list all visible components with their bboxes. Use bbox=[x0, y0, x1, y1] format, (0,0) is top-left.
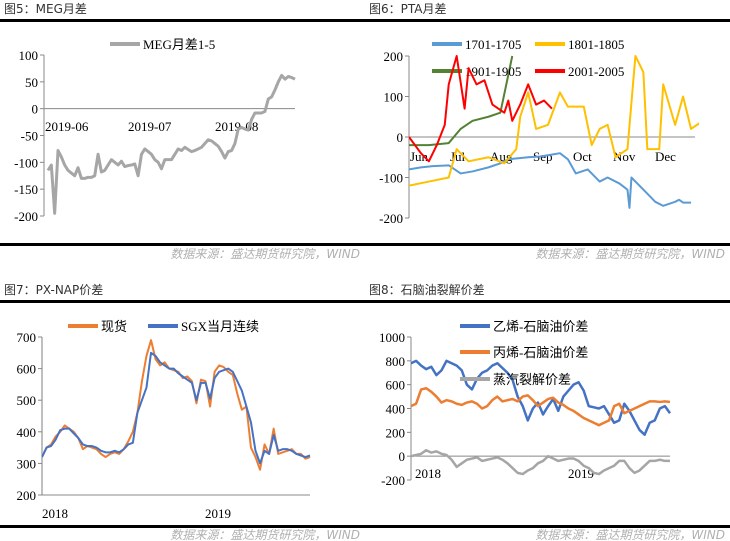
legend-label: 乙烯-石脑油价差 bbox=[493, 319, 588, 334]
y-tick-label: -100 bbox=[379, 171, 403, 186]
x-tick-label: 2019 bbox=[568, 466, 594, 481]
x-tick-label: Jun bbox=[410, 149, 429, 164]
divider bbox=[0, 243, 365, 246]
y-tick-label: -200 bbox=[14, 209, 38, 224]
legend-label: SGX当月连续 bbox=[181, 319, 259, 334]
y-tick-label: 100 bbox=[19, 48, 39, 63]
legend-label: 1901-1905 bbox=[465, 64, 521, 79]
series-line-2 bbox=[409, 55, 699, 187]
y-tick-label: 500 bbox=[17, 393, 37, 408]
legend-label: 2001-2005 bbox=[568, 64, 624, 79]
chart-title-pta: 图6：PTA月差 bbox=[369, 2, 447, 16]
y-tick-label: 200 bbox=[386, 425, 406, 440]
divider bbox=[0, 525, 365, 528]
y-tick-label: -50 bbox=[21, 129, 38, 144]
legend-label: 1701-1705 bbox=[465, 37, 521, 52]
source-note: 数据来源：盛达期货研究院，WIND bbox=[170, 528, 360, 541]
divider bbox=[0, 300, 365, 303]
divider bbox=[365, 19, 730, 22]
chart-title-px-nap: 图7：PX-NAP价差 bbox=[4, 283, 104, 297]
chart-4: 1000 800 600 400 200 0 -200 2018 2019 乙烯-石脑油价差丙烯-… bbox=[379, 319, 672, 488]
legend-label: 蒸汽裂解价差 bbox=[493, 372, 571, 387]
series-line-1 bbox=[46, 73, 296, 215]
source-note: 数据来源：盛达期货研究院，WIND bbox=[535, 247, 725, 261]
series-line-1 bbox=[411, 359, 672, 436]
source-note: 数据来源：盛达期货研究院，WIND bbox=[170, 247, 360, 261]
x-tick-label: Nov bbox=[613, 149, 636, 164]
divider bbox=[365, 525, 730, 528]
y-tick-label: -150 bbox=[14, 182, 38, 197]
x-tick-label: 2019 bbox=[205, 506, 231, 521]
y-tick-label: 400 bbox=[17, 425, 37, 440]
y-tick-label: 0 bbox=[399, 449, 406, 464]
series-line-3 bbox=[409, 55, 514, 147]
y-tick-label: 200 bbox=[17, 488, 37, 503]
x-tick-label: 2019-06 bbox=[45, 119, 89, 134]
x-tick-label: Dec bbox=[655, 149, 676, 164]
legend-label: 丙烯-石脑油价差 bbox=[493, 345, 588, 360]
y-tick-label: -200 bbox=[381, 473, 405, 488]
y-tick-label: 0 bbox=[397, 130, 404, 145]
y-tick-label: 600 bbox=[386, 378, 406, 393]
legend-label: MEG月差1-5 bbox=[143, 37, 215, 52]
legend-label: 现货 bbox=[101, 319, 127, 334]
x-tick-label: 2018 bbox=[42, 506, 68, 521]
divider bbox=[365, 243, 730, 246]
series-line-2 bbox=[42, 351, 311, 465]
y-tick-label: -100 bbox=[14, 155, 38, 170]
chart-title-meg: 图5：MEG月差 bbox=[4, 2, 87, 16]
y-tick-label: 0 bbox=[32, 102, 39, 117]
y-tick-label: 600 bbox=[17, 362, 37, 377]
series-line-4 bbox=[409, 55, 553, 163]
divider bbox=[365, 300, 730, 303]
y-tick-label: 300 bbox=[17, 456, 37, 471]
y-tick-label: 800 bbox=[386, 354, 406, 369]
x-tick-label: Oct bbox=[573, 149, 592, 164]
divider bbox=[0, 19, 365, 22]
y-tick-label: 200 bbox=[384, 49, 404, 64]
chart-3: 700 600 500 400 300 200 2018 2019 现货 SGX当月连续 bbox=[17, 319, 311, 521]
x-tick-label: 2019-07 bbox=[128, 119, 172, 134]
legend-label: 1801-1805 bbox=[568, 37, 624, 52]
y-tick-label: 400 bbox=[386, 402, 406, 417]
x-tick-label: 2018 bbox=[415, 466, 441, 481]
source-note: 数据来源：盛达期货研究院，WIND bbox=[535, 528, 725, 541]
y-tick-label: -200 bbox=[379, 211, 403, 226]
y-tick-label: 700 bbox=[17, 330, 37, 345]
series-line-2 bbox=[411, 386, 671, 427]
y-tick-label: 50 bbox=[25, 75, 38, 90]
y-tick-label: 1000 bbox=[379, 330, 405, 345]
series-line-1 bbox=[409, 152, 692, 209]
y-tick-label: 100 bbox=[384, 90, 404, 105]
series-line-3 bbox=[411, 448, 670, 476]
chart-title-naphtha: 图8：石脑油裂解价差 bbox=[369, 283, 485, 297]
